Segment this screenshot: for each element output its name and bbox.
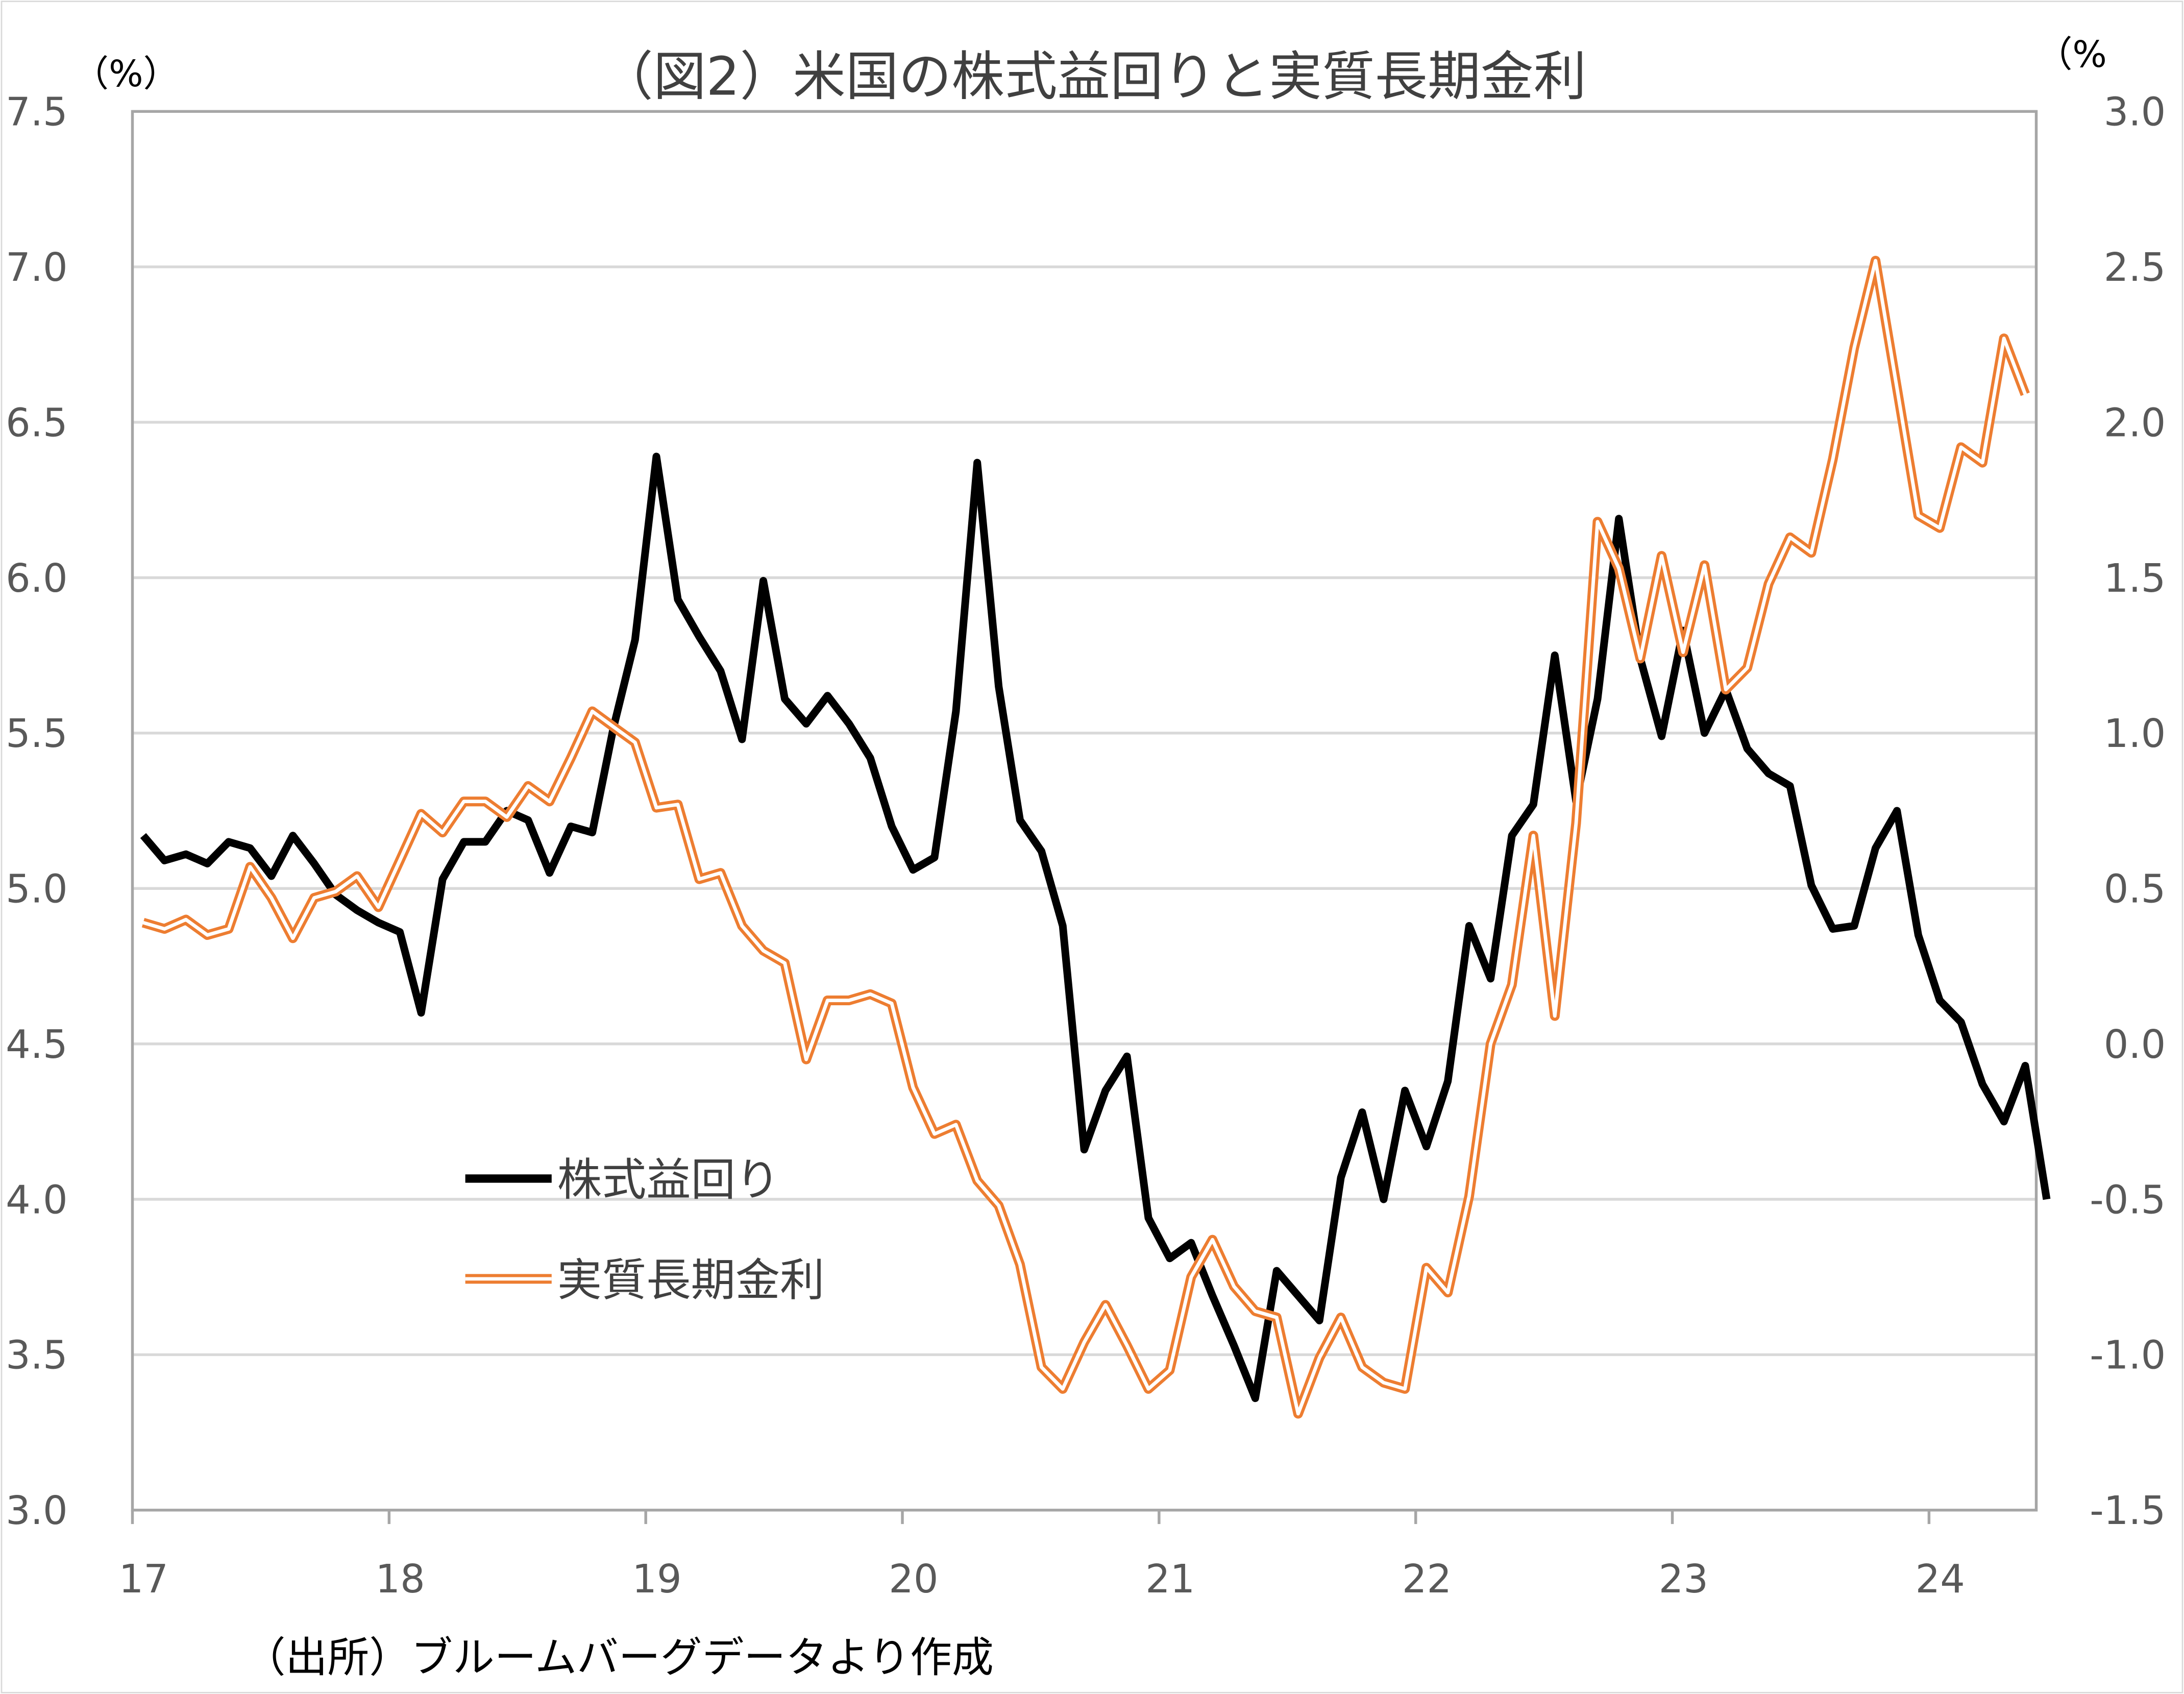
right-y-tick-label: 0.0 [2104,1022,2166,1068]
x-tick-label: 19 [632,1557,681,1602]
left-y-tick-label: 5.0 [6,867,68,912]
x-tick-label: 23 [1659,1557,1708,1602]
series-earnings-yield [140,452,2051,1402]
left-y-tick-label: 7.0 [6,245,68,291]
left-y-tick-label: 3.0 [6,1488,68,1534]
right-y-tick-label: -1.0 [2090,1333,2166,1378]
plot-area-frame [131,110,2038,1512]
legend: 株式益回り 実質長期金利 [465,1154,825,1306]
x-tick-label: 22 [1402,1557,1452,1602]
x-tick-label: 20 [889,1557,938,1602]
right-y-tick-label: -0.5 [2090,1177,2166,1223]
left-axis-unit: （%） [72,53,179,95]
series-line [140,452,2051,1402]
left-y-tick-label: 7.5 [6,90,68,135]
left-y-tick-label: 4.0 [6,1177,68,1223]
right-y-tick-label: 1.0 [2104,711,2166,757]
x-tick-label: 17 [119,1557,168,1602]
legend-label-real-rate: 実質長期金利 [557,1254,825,1306]
left-y-tick-label: 4.5 [6,1022,68,1068]
right-y-tick-label: -1.5 [2090,1488,2166,1534]
left-y-tick-label: 5.5 [6,711,68,757]
x-tick-label: 24 [1916,1557,1965,1602]
right-y-tick-label: 1.5 [2104,556,2166,601]
right-y-tick-label: 0.5 [2104,867,2166,912]
chart-title: （図2）米国の株式益回りと実質長期金利 [600,46,1586,108]
right-y-tick-label: 3.0 [2104,90,2166,135]
x-tick-label: 21 [1145,1557,1195,1602]
series-real-rate [141,255,2030,1419]
right-axis-unit: （% [2036,33,2107,76]
right-y-tick-label: 2.5 [2104,245,2166,291]
left-y-tick-label: 6.5 [6,400,68,446]
left-y-tick-label: 6.0 [6,556,68,601]
left-y-tick-label: 3.5 [6,1333,68,1378]
series-line-inner [142,259,2027,1416]
x-tick-label: 18 [376,1557,425,1602]
source-note: （出所）ブルームバーグデータより作成 [244,1633,994,1682]
right-y-tick-label: 2.0 [2104,400,2166,446]
legend-label-earnings-yield: 株式益回り [557,1154,780,1206]
